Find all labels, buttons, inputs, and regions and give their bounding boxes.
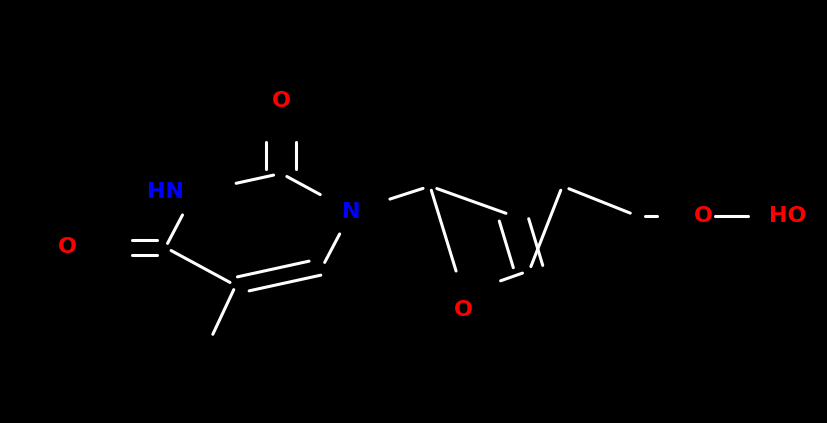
Text: HN: HN bbox=[147, 182, 184, 203]
Text: O: O bbox=[691, 202, 715, 230]
Text: HO: HO bbox=[769, 202, 815, 230]
Text: O: O bbox=[54, 233, 77, 261]
Text: O: O bbox=[272, 91, 290, 111]
Text: O: O bbox=[58, 237, 77, 258]
Text: O: O bbox=[270, 83, 293, 111]
Text: HN: HN bbox=[138, 179, 184, 206]
Text: O: O bbox=[454, 300, 472, 320]
Text: O: O bbox=[452, 300, 475, 328]
Text: N: N bbox=[340, 198, 363, 225]
Text: HO: HO bbox=[769, 206, 806, 226]
Text: O: O bbox=[694, 206, 712, 226]
Text: N: N bbox=[342, 201, 361, 222]
